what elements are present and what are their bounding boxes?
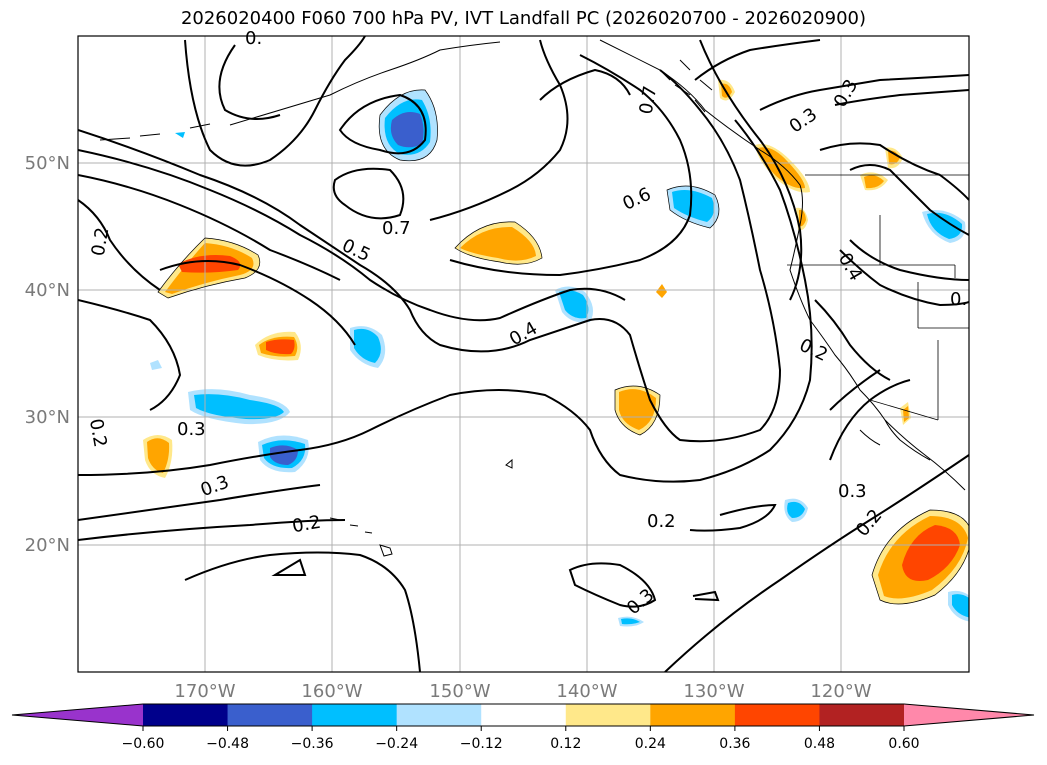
contour-label-0.3-f: 0.3 [838, 481, 867, 502]
colorbar-tick-label: 0.12 [550, 736, 581, 752]
lon-label-170w: 170°W [174, 681, 235, 702]
gridlines [78, 36, 969, 672]
contour-label-edge-a: 0. [245, 28, 262, 49]
colorbar-tick-label: 0.48 [804, 736, 835, 752]
contour-label-0.2-f: 0.2 [85, 417, 111, 449]
contour-label-0.7-a: 0.7 [382, 218, 411, 239]
lon-label-160w: 160°W [301, 681, 362, 702]
lat-label-30n: 30°N [25, 407, 70, 428]
lon-label-120w: 120°W [810, 681, 871, 702]
colorbar-tick-label: −0.60 [122, 736, 165, 752]
contour-label-0.2-c: 0.2 [647, 511, 676, 532]
lat-label-50n: 50°N [25, 153, 70, 174]
lat-label-20n: 20°N [25, 535, 70, 556]
contour-lines [78, 36, 969, 672]
colorbar-tick-label: 0.60 [888, 736, 919, 752]
lat-tick-labels: 50°N 40°N 30°N 20°N [25, 153, 70, 556]
colorbar: −0.60 −0.48 −0.36 −0.24 −0.12 0.12 0.24 0.36 0.4… [11, 703, 1035, 752]
contour-label-0.3-c: 0.3 [177, 419, 206, 440]
lon-label-140w: 140°W [556, 681, 617, 702]
lat-label-40n: 40°N [25, 280, 70, 301]
map-title: 2026020400 F060 700 hPa PV, IVT Landfall… [180, 8, 867, 29]
contour-label-edge-b: 0. [950, 289, 967, 310]
coastlines [99, 39, 966, 557]
colorbar-segment-3 [396, 704, 482, 726]
lon-label-130w: 130°W [683, 681, 744, 702]
colorbar-segment-2 [312, 704, 398, 726]
colorbar-extend-low [12, 704, 143, 726]
map-background [78, 36, 969, 672]
colorbar-extend-high [904, 704, 1034, 726]
colorbar-segment-6 [650, 704, 736, 726]
colorbar-tick-label: 0.36 [719, 736, 750, 752]
colorbar-segment-0 [143, 704, 229, 726]
colorbar-segment-7 [734, 704, 820, 726]
contour-label-0.7-b: 0.7 [636, 84, 662, 116]
lon-tick-labels: 170°W 160°W 150°W 140°W 130°W 120°W [174, 681, 871, 702]
colorbar-tick-label: −0.36 [291, 736, 334, 752]
colorbar-tick-label: −0.48 [206, 736, 249, 752]
lon-label-150w: 150°W [429, 681, 490, 702]
colorbar-tick-label: −0.24 [375, 736, 418, 752]
colorbar-tick-label: −0.12 [460, 736, 503, 752]
map-frame [77, 35, 970, 673]
colorbar-segment-1 [227, 704, 313, 726]
colorbar-segment-4 [481, 704, 567, 726]
colorbar-segment-8 [819, 704, 905, 726]
colorbar-segment-5 [565, 704, 651, 726]
shaded-features [143, 79, 969, 627]
borders [787, 174, 969, 421]
contour-label-0.2-e: 0.2 [88, 226, 114, 258]
colorbar-tick-label: 0.24 [635, 736, 666, 752]
contour-label-0.2-b: 0.2 [291, 512, 323, 538]
